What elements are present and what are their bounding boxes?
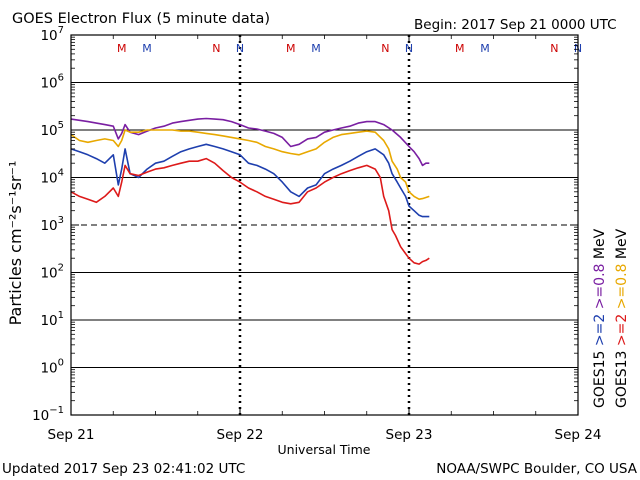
y-tick-label: 103 <box>40 215 64 234</box>
y-tick-label: 10−1 <box>32 405 64 424</box>
source-label: NOAA/SWPC Boulder, CO USA <box>436 461 638 477</box>
legend-entry: GOES15 >=2 >=0.8 MeV <box>592 228 608 408</box>
x-axis-ticks: Sep 21 Sep 22 Sep 23 Sep 24 <box>48 35 602 443</box>
x-tick-label: Sep 22 <box>217 427 264 443</box>
series-line <box>70 129 430 200</box>
mn-marker: M <box>286 42 296 55</box>
x-tick-label: Sep 21 <box>48 427 95 443</box>
chart-title: GOES Electron Flux (5 minute data) <box>12 11 270 27</box>
legend-entry: GOES13 >=2 >=0.8 MeV <box>614 228 630 408</box>
y-tick-label: 100 <box>40 358 64 377</box>
mn-marker: M <box>455 42 465 55</box>
x-tick-label: Sep 24 <box>555 427 602 443</box>
legend: GOES15 >=2 >=0.8 MeV GOES13 >=2 >=0.8 Me… <box>592 228 630 408</box>
updated-label: Updated 2017 Sep 23 02:41:02 UTC <box>2 461 245 477</box>
x-axis-label: Universal Time <box>278 442 371 457</box>
series-line <box>70 157 430 265</box>
plot-frame <box>70 34 579 416</box>
mn-marker: N <box>405 42 413 55</box>
y-tick-label: 104 <box>40 168 64 187</box>
gridlines <box>71 82 578 368</box>
y-tick-label: 107 <box>40 25 64 44</box>
y-axis-ticks: 107 106 105 104 103 102 101 100 10−1 <box>32 25 578 424</box>
begin-time-label: Begin: 2017 Sep 21 0000 UTC <box>414 17 617 33</box>
mn-marker: M <box>142 42 152 55</box>
x-tick-label: Sep 23 <box>386 427 433 443</box>
mn-marker: M <box>117 42 127 55</box>
data-series <box>70 117 430 265</box>
mn-marker: N <box>550 42 558 55</box>
series-line <box>70 143 430 218</box>
y-tick-label: 106 <box>40 73 64 92</box>
mn-marker: N <box>212 42 220 55</box>
mn-marker: M <box>480 42 490 55</box>
mn-marker: N <box>381 42 389 55</box>
y-axis-label: Particles cm⁻²s⁻¹sr⁻¹ <box>6 161 25 326</box>
y-tick-label: 102 <box>40 263 64 282</box>
y-tick-label: 101 <box>40 310 64 329</box>
mn-marker: M <box>311 42 321 55</box>
series-line <box>70 117 430 167</box>
y-tick-label: 105 <box>40 120 64 139</box>
mn-marker: N <box>236 42 244 55</box>
